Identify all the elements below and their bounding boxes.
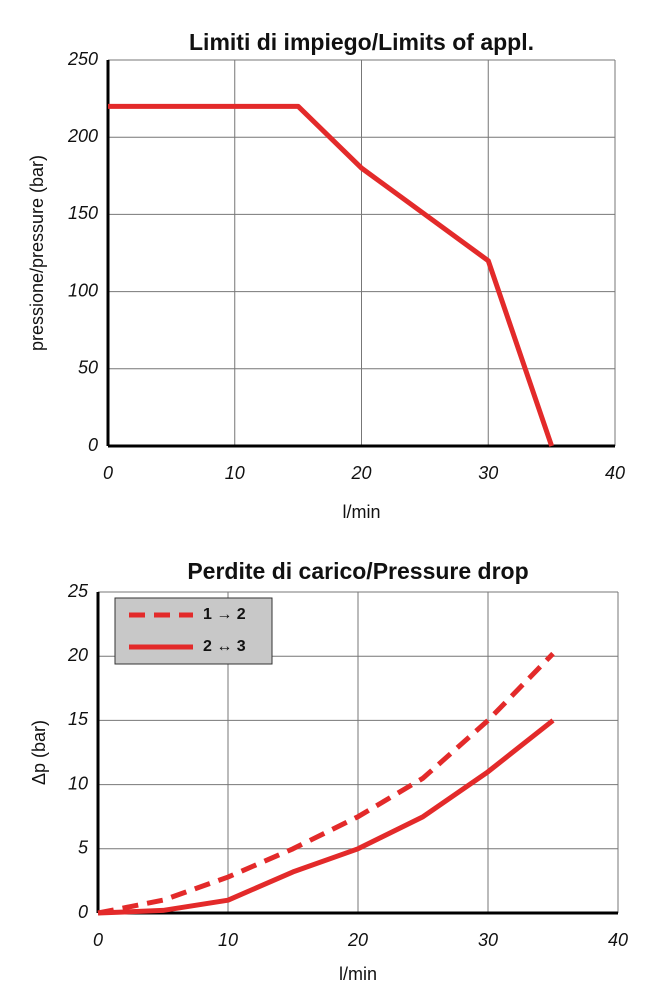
data-line [97, 718, 555, 916]
x-tick-label: 10 [218, 930, 238, 950]
data-line [97, 651, 555, 916]
x-tick-label: 10 [225, 463, 245, 483]
y-tick-label: 0 [88, 435, 98, 455]
x-tick-label: 20 [350, 463, 371, 483]
x-tick-label: 30 [478, 930, 498, 950]
y-tick-label: 25 [67, 581, 89, 601]
x-axis-label: l/min [342, 502, 380, 522]
y-tick-label: 200 [67, 126, 98, 146]
y-tick-label: 50 [78, 358, 98, 378]
y-tick-label: 10 [68, 773, 88, 793]
legend-box [114, 597, 273, 665]
y-axis-label: pressione/pressure (bar) [27, 155, 47, 351]
chart-title: Limiti di impiego/Limits of appl. [189, 29, 534, 55]
y-tick-label: 150 [68, 203, 98, 223]
y-tick-label: 100 [68, 280, 98, 300]
y-tick-label: 5 [78, 838, 89, 858]
data-line [108, 103, 554, 447]
x-tick-label: 30 [478, 463, 498, 483]
y-tick-label: 15 [68, 709, 89, 729]
x-tick-label: 20 [347, 930, 368, 950]
legend-label: 2 ↔ 3 [203, 638, 246, 655]
y-axis-label: Δp (bar) [29, 720, 49, 785]
y-tick-label: 250 [67, 49, 98, 69]
legend-label: 1 → 2 [203, 606, 246, 623]
x-tick-label: 0 [103, 463, 113, 483]
y-tick-label: 0 [78, 902, 88, 922]
x-axis-label: l/min [339, 964, 377, 984]
y-tick-label: 20 [67, 645, 88, 665]
x-tick-label: 40 [605, 463, 625, 483]
x-tick-label: 40 [608, 930, 628, 950]
x-tick-label: 0 [93, 930, 103, 950]
chart-title: Perdite di carico/Pressure drop [187, 558, 528, 584]
